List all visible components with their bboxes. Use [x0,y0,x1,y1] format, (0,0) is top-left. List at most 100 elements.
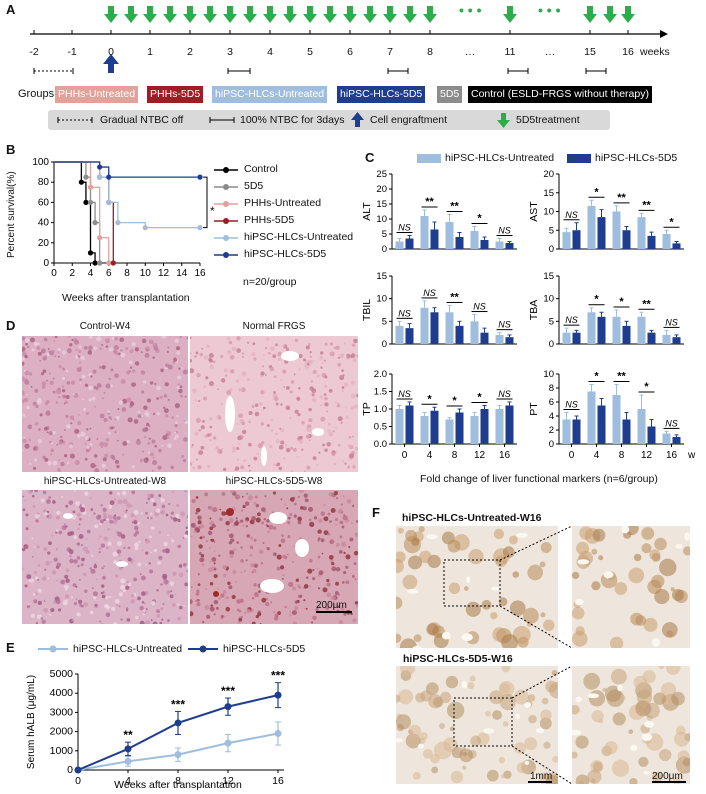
barchart-legend [417,154,591,163]
texture-dot [628,729,634,735]
texture-dot [81,557,85,562]
texture-dot [236,422,239,426]
texture-dot [235,466,240,471]
survival-point [97,174,103,180]
texture-dot [108,377,111,380]
texture-dot [346,353,351,358]
texture-dot [251,516,257,521]
ihc-label-5d5: hiPSC-HLCs-5D5-W16 [403,653,513,665]
texture-dot [277,611,282,615]
texture-dot [335,345,340,351]
texture-dot [24,354,28,359]
texture-dot [419,732,428,741]
texture-dot [113,621,117,624]
texture-dot [128,360,133,365]
bar-sig-label: NS [398,389,411,399]
texture-dot [273,396,279,402]
bar-treated [672,437,681,444]
texture-dot [572,631,588,647]
texture-dot [153,412,156,416]
texture-dot [498,756,506,764]
bar-treated [647,332,656,344]
bar-sig-label: * [594,371,599,383]
texture-dot [221,491,226,496]
texture-dot [68,554,72,558]
texture-dot [654,537,667,551]
texture-dot [71,338,74,342]
texture-dot [110,426,114,430]
texture-dot [293,514,297,518]
texture-dot [296,396,301,401]
texture-dot [58,365,62,369]
texture-dot [335,543,340,547]
texture-dot [445,675,459,689]
treatment-arrow-head [363,14,377,23]
texture-dot [125,585,130,590]
texture-dot [202,620,205,624]
texture-dot [192,388,197,393]
treatment-arrow [427,6,433,15]
texture-dot [232,449,236,453]
treatment-arrow [367,6,373,15]
texture-dot [141,414,144,418]
bar-treated [572,419,581,444]
bar-untreated [662,334,671,344]
texture-dot [288,581,294,588]
bar-treated [597,405,606,444]
bar-treated [405,328,414,344]
texture-dot [540,709,552,722]
bar-ytick-label: 6 [549,397,554,408]
bar-ytick-label: 0 [549,244,554,255]
texture-dot [347,465,351,469]
texture-dot [126,618,131,622]
texture-dot [33,447,36,450]
texture-dot [281,534,284,537]
timeline-tick-label: 7 [387,46,393,58]
texture-dot [118,400,124,405]
survival-point [87,199,94,205]
hAlb-point [174,719,182,727]
texture-dot [86,428,89,431]
survival-ytick-label: 100 [32,157,49,168]
texture-dot [221,511,226,516]
texture-dot [56,562,62,568]
texture-dot [328,431,334,437]
texture-dot [503,770,512,779]
texture-dot [226,349,232,355]
texture-dot [150,619,153,621]
texture-dot [322,443,325,447]
texture-dot [276,554,282,560]
timeline-tick-label: 4 [267,46,273,58]
timeline-tick-label: … [464,46,476,58]
texture-dot [633,675,648,690]
texture-dot [340,503,343,506]
texture-dot [98,547,102,551]
survival-legend-symbol [214,218,238,224]
texture-dot [101,584,105,588]
texture-dot [210,604,213,607]
texture-dot [101,567,104,570]
texture-dot [129,401,135,407]
texture-dot [152,621,158,624]
texture-dot [102,507,107,512]
texture-dot [157,465,162,470]
bar-xtick-label: 8 [452,450,458,461]
texture-dot [431,766,439,774]
texture-dot [312,568,315,571]
texture-dot [236,348,241,353]
texture-dot [238,442,241,445]
texture-dot [99,413,105,419]
texture-dot [61,525,67,531]
texture-dot [197,520,202,525]
texture-dot [332,430,335,433]
survival-legend-label: PHHs-Untreated [244,197,322,209]
texture-dot [84,589,88,593]
texture-dot [350,522,353,525]
texture-dot [486,769,499,782]
texture-dot [222,467,227,472]
texture-dot [70,422,73,425]
texture-dot [33,449,36,452]
texture-dot [230,490,234,494]
texture-vessel [629,744,638,751]
